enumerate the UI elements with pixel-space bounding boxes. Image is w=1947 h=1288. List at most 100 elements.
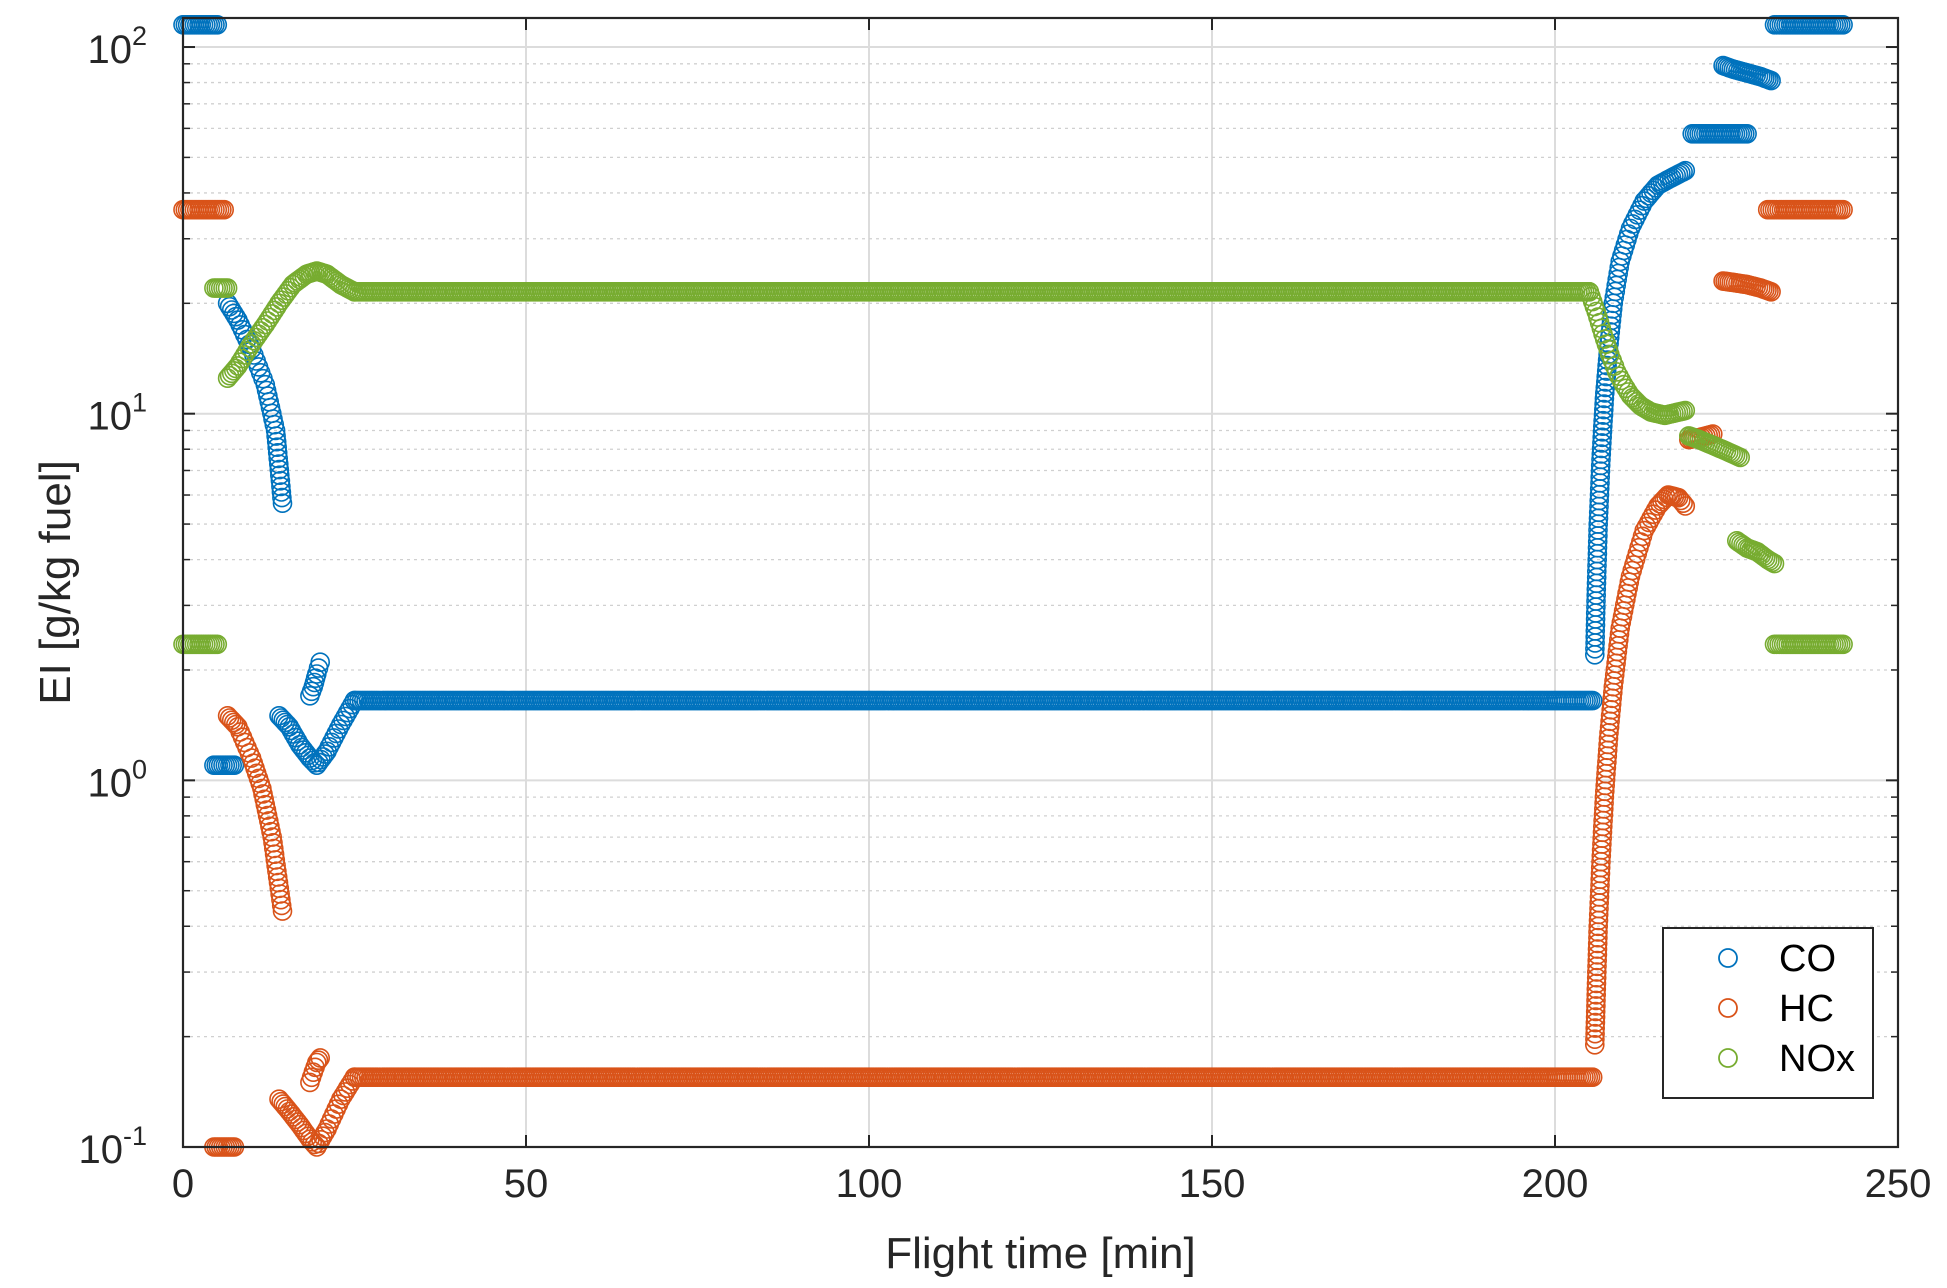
legend-marker-hc [1718,998,1738,1018]
data-point-co [1594,388,1615,409]
data-point-nox [207,634,228,655]
x-tick-label: 100 [836,1162,903,1206]
data-point-co [1592,421,1613,442]
data-point-co [271,476,291,497]
data-point-hc [1671,490,1691,511]
data-point-co [1591,438,1612,459]
data-point-nox [226,358,246,379]
data-point-hc [1586,973,1607,994]
data-point-co [267,437,288,458]
data-point-hc [1585,1018,1605,1038]
data-point-co [268,454,289,474]
data-point-co [317,741,337,762]
data-point-co [1594,399,1614,420]
data-point-co [265,420,286,441]
data-point-co [272,487,292,508]
x-tick-label: 200 [1522,1162,1589,1206]
data-point-hc [308,1050,329,1070]
data-point-hc [306,1052,327,1073]
ticks: 0 50 100 150 200 250 10-1 100 101 102 [78,18,1931,1206]
data-point-nox [239,337,260,358]
data-point-nox [248,324,269,345]
data-point-nox [217,278,238,298]
series-co [173,14,1853,776]
data-point-nox [244,330,264,351]
x-axis-title: Flight time [min] [885,1229,1196,1278]
data-point-co [310,652,331,673]
data-point-co [1833,14,1853,35]
data-point-hc [1587,950,1607,971]
data-point-co [319,736,340,757]
data-point-hc [1585,1007,1606,1027]
data-point-hc [271,889,291,910]
data-point-co [269,465,290,486]
data-point-hc [214,199,234,220]
data-point-co [324,728,344,748]
y-tick-label: 100 [87,754,147,805]
data-point-co [1761,70,1781,91]
data-point-hc [1586,979,1607,999]
data-point-hc [1582,1067,1603,1087]
data-point-co [1629,200,1650,220]
legend-label-hc: HC [1779,988,1834,1030]
data-point-co [272,493,293,514]
data-point-nox [253,317,273,338]
data-point-hc [1654,489,1674,510]
data-point-hc [1673,493,1693,514]
y-tick-label: 102 [87,21,147,72]
y-axis-title: EI [g/kg fuel] [31,460,80,705]
x-tick-label: 0 [172,1162,194,1206]
data-point-co [1593,416,1613,437]
data-point-hc [302,1132,323,1152]
data-point-co [300,748,320,768]
data-point-nox [1730,447,1750,468]
data-point-co [270,470,291,491]
data-point-hc [1833,199,1853,220]
data-point-co [1592,427,1612,448]
data-point-nox [1675,400,1696,421]
data-point-hc [1585,1035,1605,1055]
data-point-co [224,755,245,776]
data-point-co [313,747,333,767]
x-tick-label: 150 [1179,1162,1246,1206]
x-tick-label: 50 [504,1162,549,1206]
data-point-nox [1760,551,1780,571]
data-point-co [271,482,292,502]
data-point-co [266,426,286,446]
data-point-hc [272,901,293,921]
data-point-hc [1586,996,1606,1016]
data-point-co [269,459,290,480]
data-point-hc [1585,1012,1606,1033]
x-tick-label: 250 [1865,1162,1932,1206]
data-point-hc [1587,944,1608,965]
data-point-hc [224,712,244,733]
data-point-nox [1833,634,1853,655]
data-point-co [1591,444,1612,464]
data-point-co [207,14,228,35]
data-point-co [1675,160,1696,181]
legend: CO HC NOx [1662,927,1874,1099]
data-point-co [326,723,347,744]
y-tick-label: 10-1 [78,1121,147,1172]
data-point-nox [250,321,271,341]
data-point-nox [241,334,262,354]
data-point-co [266,431,287,452]
data-point-co [321,732,342,753]
data-point-co [268,448,289,469]
data-point-hc [271,895,292,916]
data-point-hc [1587,933,1608,954]
data-point-hc [1585,1029,1605,1049]
data-point-hc [1585,1023,1605,1044]
data-point-hc [310,1048,331,1068]
data-point-co [1597,355,1617,376]
data-point-co [267,442,288,463]
plot-area [173,14,1853,1157]
data-point-co [1590,455,1611,476]
data-point-hc [315,1122,335,1143]
data-point-co [1673,162,1693,182]
data-point-hc [1585,1001,1606,1022]
data-point-hc [1587,939,1608,959]
data-point-hc [1761,281,1781,302]
legend-box [1662,927,1874,1099]
